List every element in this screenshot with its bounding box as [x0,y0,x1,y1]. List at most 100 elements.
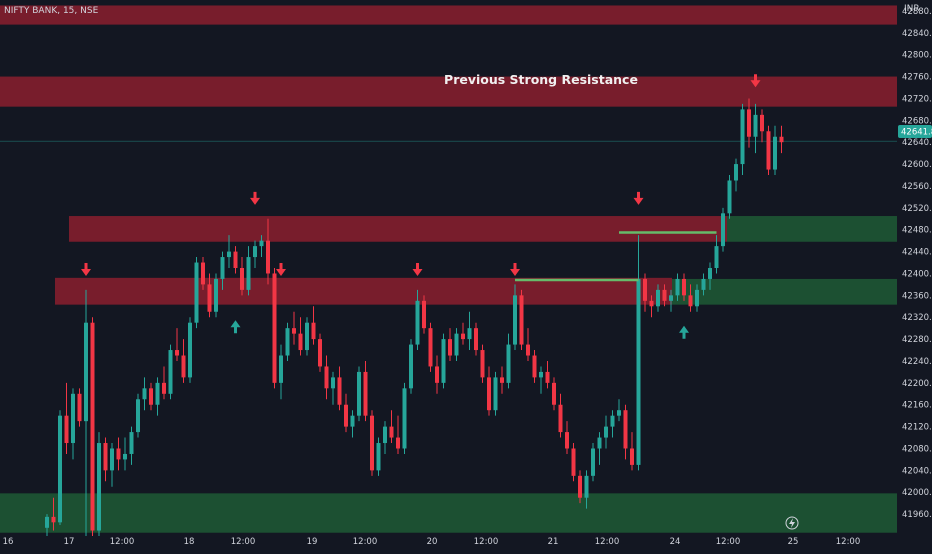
time-tick-label: 12:00 [110,537,135,547]
candle-body [149,388,153,405]
arrow-down-icon [412,262,423,276]
candle [740,103,745,176]
price-tick-label: 42320.00 [902,313,932,323]
candle [656,284,660,312]
candle [643,273,647,312]
candle [370,410,374,476]
candle-body [519,295,524,345]
candle-body [344,404,348,427]
candle [610,410,615,438]
arrow-down-icon [81,262,91,276]
candle-body [259,240,264,247]
candle-body [513,295,517,345]
candle-body [539,371,543,378]
candle [474,322,478,356]
arrow-down-icon [510,262,520,276]
candle [344,393,348,433]
candle-body [584,475,589,498]
candle-body [201,262,205,285]
candle [714,235,719,274]
candle [760,109,764,143]
candle [779,125,784,154]
candle [259,235,264,258]
candle-body [331,377,335,389]
candle-body [357,371,361,416]
symbol-label: NIFTY BANK, 15, NSE [4,6,99,16]
candle [233,246,238,274]
candle-body [734,164,738,181]
time-axis[interactable]: 16 17 12:00 18 12:00 19 12:00 20 12:00 21 12:00 24 1… [3,537,861,547]
annotations-layer [81,74,761,339]
candle-body [71,393,75,444]
candle-body [272,273,277,383]
candle [337,366,342,411]
candle [71,388,75,460]
candle [246,246,251,296]
candle-body [318,339,322,367]
candle-body [643,278,647,301]
zone-label: Previous Strong Resistance [444,72,638,87]
candle [162,366,166,400]
candle [454,328,459,361]
candle-body [77,393,82,422]
arrow-down-icon [750,74,761,88]
candle [552,377,556,411]
candle-body [480,350,485,378]
candle [285,322,290,361]
candle-body [565,432,569,449]
candle-body [64,415,69,444]
time-tick-label: 20 [427,537,438,547]
candle-body [285,328,290,356]
candle-body [753,114,758,137]
candle [253,240,257,268]
candle-body [298,333,303,351]
candle-body [233,251,238,268]
candle-body [591,448,595,476]
candle-body [240,268,244,290]
price-tick-label: 42360.00 [902,291,932,301]
candle [571,443,576,482]
resistance-zone [55,277,672,305]
candle [272,268,277,389]
arrow-down-icon [633,191,644,205]
candle-body [487,377,491,411]
candle [513,284,517,351]
candle-body [714,246,719,268]
candle [539,366,543,394]
candle [298,317,303,356]
lightning-icon[interactable] [785,516,799,530]
candle-body [649,300,654,307]
candle-body [350,415,355,427]
support-zone [672,278,897,305]
candle-body [435,366,439,383]
candle [136,393,140,438]
candle-body [142,388,147,400]
candle [578,470,582,504]
time-tick-label: 12:00 [353,537,378,547]
candle [734,158,738,192]
candle [90,317,95,536]
candle [773,125,777,176]
candle [84,289,88,536]
candle-body [337,377,342,405]
price-tick-label: 42880.00 [902,7,932,17]
candle-body [129,432,134,454]
candle [721,207,725,252]
time-tick-label: 12:00 [231,537,256,547]
candle-body [448,339,452,356]
candle-body [84,322,88,422]
candle [487,366,491,416]
candle [188,317,192,383]
price-tick-label: 42120.00 [902,423,932,433]
candle [324,355,329,400]
price-tick-label: 42480.00 [902,226,932,236]
time-tick-label: 12:00 [474,537,499,547]
candle [435,355,439,394]
price-axis[interactable]: 41960.00 42000.00 42040.00 42080.00 42120.00… [897,0,932,550]
candle [318,333,322,372]
candle-body [773,136,777,170]
candle [155,377,160,416]
candle [123,437,127,471]
